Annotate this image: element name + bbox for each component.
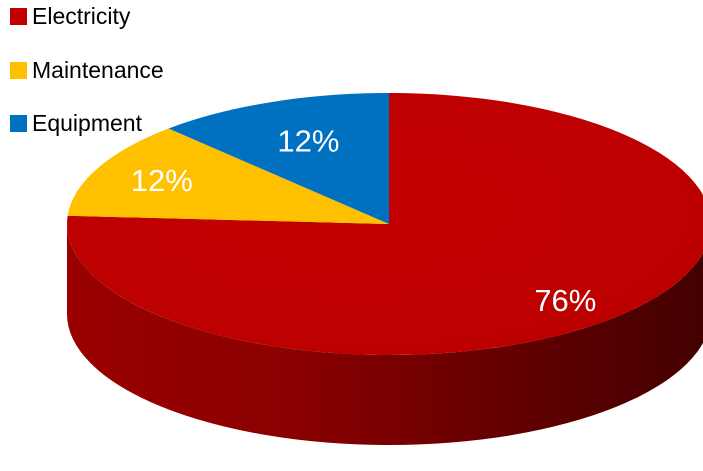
data-label-maintenance: 12%: [131, 163, 193, 198]
pie-data-labels: 76% 12% 12%: [131, 124, 597, 318]
legend-label: Maintenance: [32, 56, 164, 83]
pie-slice-electricity: [67, 93, 703, 355]
legend-item-equipment: Equipment: [10, 111, 164, 136]
legend-swatch: [10, 115, 27, 132]
legend-swatch: [10, 8, 27, 25]
legend-swatch: [10, 61, 27, 79]
legend-label: Electricity: [32, 3, 131, 29]
data-label-electricity: 76%: [534, 283, 596, 318]
legend-item-electricity: Electricity: [10, 4, 164, 29]
pie-side-electricity: [67, 224, 703, 445]
legend-item-maintenance: Maintenance: [10, 56, 164, 83]
pie-top-face: [67, 93, 703, 355]
pie-slice-equipment: [168, 93, 389, 224]
legend-label: Equipment: [32, 110, 142, 136]
data-label-equipment: 12%: [277, 124, 339, 159]
chart-legend: Electricity Maintenance Equipment: [10, 4, 164, 165]
pie-slice-maintenance: [67, 128, 390, 224]
pie-side-wall: [67, 224, 703, 445]
